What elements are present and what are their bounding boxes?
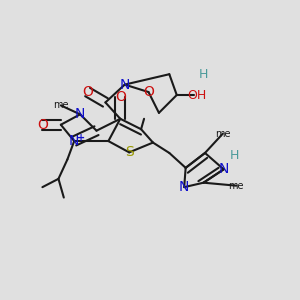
Text: O: O bbox=[143, 85, 154, 99]
Text: N: N bbox=[218, 162, 229, 176]
Text: O: O bbox=[82, 85, 93, 99]
Text: N: N bbox=[179, 180, 189, 194]
Text: +: + bbox=[77, 133, 86, 142]
Text: me: me bbox=[228, 181, 244, 191]
Text: S: S bbox=[125, 146, 134, 159]
Text: OH: OH bbox=[187, 88, 207, 101]
Text: N: N bbox=[69, 134, 80, 148]
Text: H: H bbox=[230, 149, 239, 162]
Text: H: H bbox=[199, 68, 208, 81]
Text: me: me bbox=[215, 129, 231, 139]
Text: N: N bbox=[75, 107, 85, 121]
Text: O: O bbox=[115, 89, 126, 103]
Text: O: O bbox=[37, 118, 48, 132]
Text: N: N bbox=[119, 78, 130, 92]
Text: me: me bbox=[53, 100, 69, 110]
